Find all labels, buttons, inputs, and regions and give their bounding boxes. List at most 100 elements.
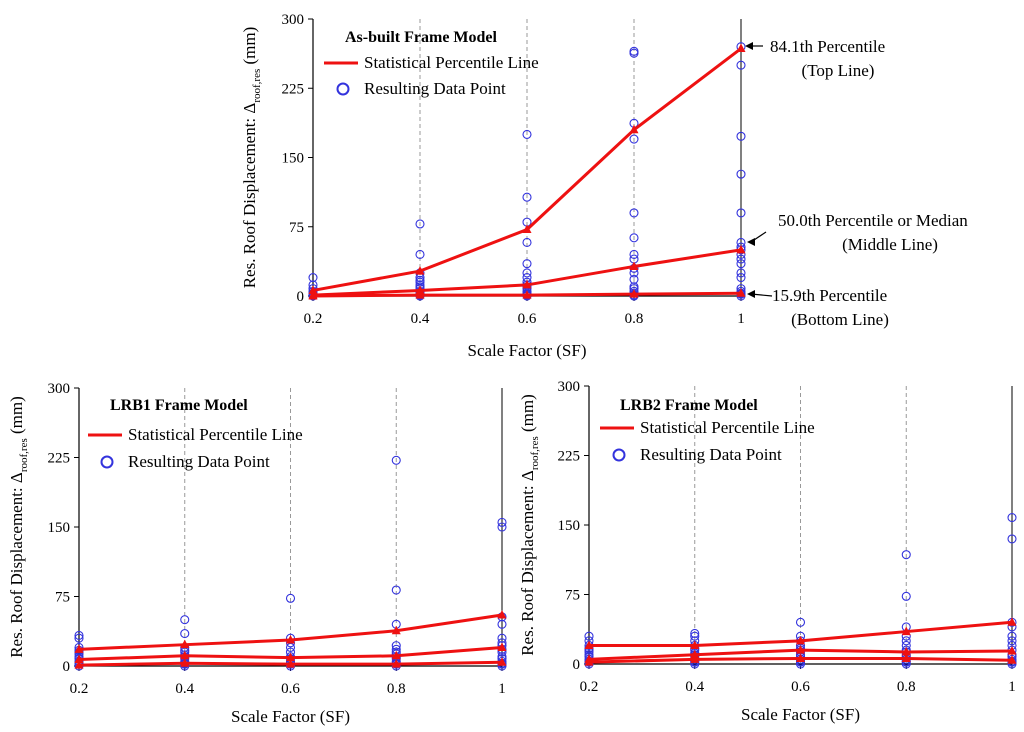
y-tick-label: 0 [297,289,305,305]
annotation-line2: (Middle Line) [842,235,938,254]
y-tick-label: 150 [558,518,581,534]
data-point [736,208,746,218]
data-point [1007,636,1017,646]
data-point [180,629,190,639]
percentile-marker [1007,617,1017,626]
percentile-marker [497,610,507,619]
data-point [391,641,401,651]
data-point [629,134,639,144]
annotation-arrowhead [747,238,755,246]
percentile-marker [901,653,911,662]
data-point [690,628,700,638]
y-tick-label: 225 [558,449,581,465]
percentile-marker [901,646,911,656]
data-point [391,455,401,465]
y-tick-label: 0 [573,657,581,673]
percentile-marker [497,657,507,666]
annotation-arrowhead [747,290,755,298]
x-tick-label: 0.6 [791,679,810,695]
percentile-marker [522,290,532,299]
data-point [497,633,507,643]
percentile-marker [180,639,190,649]
y-tick-label: 150 [282,151,305,167]
y-tick-label: 225 [48,451,71,467]
chart-lrb2: 0 75 150 225 300 0.2 0.4 0.6 0.8 1 Scale Factor (S… [518,379,1017,724]
data-point [497,517,507,527]
percentile-marker [308,285,318,294]
percentile-marker [522,279,532,289]
percentile-marker [584,640,594,649]
percentile-marker [74,654,84,664]
percentile-marker [796,645,805,654]
data-point [736,131,746,141]
data-point [795,617,806,627]
data-point [736,254,746,264]
chart-title: LRB1 Frame Model [110,397,248,414]
data-point [74,630,84,640]
percentile-marker [1007,655,1017,664]
x-tick-label: 0.8 [897,679,916,695]
percentile-marker [796,653,805,662]
percentile-marker [736,288,746,297]
percentile-marker [1007,646,1017,655]
data-point [1007,534,1017,544]
x-tick-label: 0.4 [411,311,430,327]
legend-label-line: Statistical Percentile Line [364,53,539,72]
legend-label-point: Resulting Data Point [128,452,270,471]
data-point [901,636,911,646]
data-point [180,615,190,625]
x-tick-label: 0.6 [518,311,537,327]
annotation-line2: (Bottom Line) [791,310,889,329]
annotation-line1: 15.9th Percentile [772,286,887,305]
data-point [391,585,401,595]
legend-point-swatch [336,82,350,96]
x-axis-label: Scale Factor (SF) [231,707,350,726]
legend-point-swatch [100,455,114,469]
chart-lrb1: 0 75 150 225 300 0.2 0.4 0.6 0.8 1 Scale Factor (S… [7,381,507,726]
percentile-marker [391,659,401,668]
percentile-marker [391,650,401,660]
data-point [497,619,507,629]
data-point [736,272,746,283]
percentile-marker [584,657,594,666]
x-tick-label: 0.2 [70,681,89,697]
data-point [522,268,532,278]
chart-title: As-built Frame Model [345,29,498,46]
percentile-marker [180,658,190,667]
y-tick-label: 300 [282,12,305,28]
data-point [901,550,911,560]
percentile-marker [497,642,507,651]
annotation-line1: 50.0th Percentile or Median [778,211,968,230]
y-axis-label: Res. Roof Displacement: Δroof,res (mm) [7,396,30,658]
data-point [522,192,532,202]
data-point [415,249,425,259]
percentile-marker [796,635,805,645]
legend-label-line: Statistical Percentile Line [128,425,303,444]
legend-label-point: Resulting Data Point [364,79,506,98]
percentile-marker [629,261,639,270]
data-point [522,237,532,247]
y-tick-label: 75 [55,590,70,606]
percentile-marker [690,654,700,663]
x-tick-label: 0.2 [580,679,599,695]
percentile-marker [74,660,84,669]
data-point [497,522,507,532]
percentile-marker [629,289,639,298]
y-tick-label: 75 [289,220,304,236]
percentile-marker [522,224,532,234]
data-point [308,272,318,283]
data-point [736,60,746,70]
x-tick-label: 0.6 [281,681,300,697]
y-tick-label: 225 [282,81,305,97]
x-tick-label: 0.4 [685,679,704,695]
data-point [415,219,425,229]
percentile-marker [415,290,425,299]
percentile-marker [286,635,295,644]
data-point [629,274,639,284]
percentile-marker [391,625,401,635]
y-tick-label: 150 [48,520,71,536]
data-point [629,249,639,259]
data-point [629,233,639,243]
data-point [1007,513,1017,523]
